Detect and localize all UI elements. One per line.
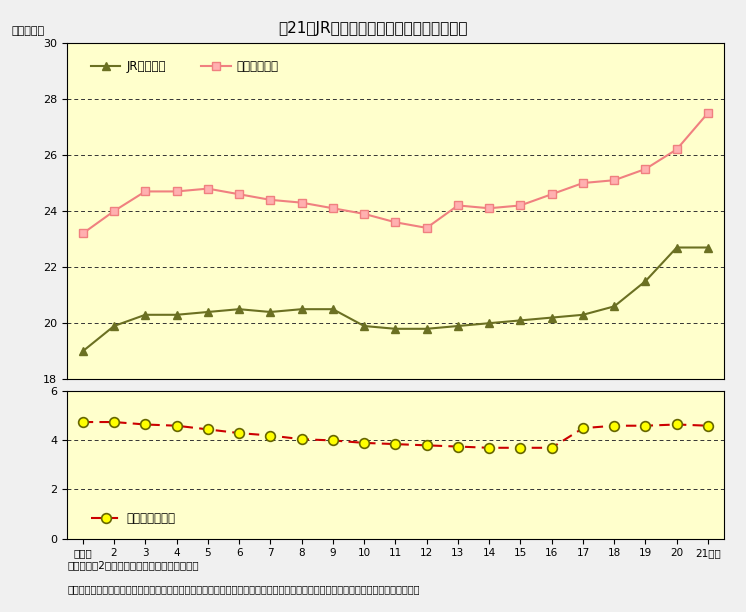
Y-axis label: （千万人）: （千万人）: [11, 26, 44, 36]
市バス乗車人員: [703, 422, 712, 430]
市バス乗車人員: [172, 422, 181, 430]
市バス乗車人員: [609, 422, 618, 430]
JR乗車人員: [548, 314, 557, 321]
私鉄乗車人員: [609, 176, 618, 184]
市バス乗車人員: [204, 426, 213, 433]
市バス乗車人員: [672, 421, 681, 428]
市バス乗車人員: [360, 439, 369, 447]
市バス乗車人員: [578, 425, 587, 432]
私鉄乗車人員: [328, 204, 337, 212]
私鉄乗車人員: [578, 179, 587, 187]
Line: JR乗車人員: JR乗車人員: [78, 244, 712, 356]
市バス乗車人員: [328, 437, 337, 444]
JR乗車人員: [578, 311, 587, 318]
私鉄乗車人員: [422, 224, 431, 231]
私鉄乗車人員: [266, 196, 275, 204]
私鉄乗車人員: [110, 207, 119, 215]
私鉄乗車人員: [78, 230, 87, 237]
市バス乗車人員: [454, 443, 463, 450]
JR乗車人員: [266, 308, 275, 316]
市バス乗車人員: [391, 441, 400, 448]
JR乗車人員: [172, 311, 181, 318]
Text: 図21　JR・私鉄・市バスの乗車人員の推移: 図21 JR・私鉄・市バスの乗車人員の推移: [278, 21, 468, 37]
市バス乗車人員: [485, 444, 494, 452]
JR乗車人員: [422, 325, 431, 332]
市バス乗車人員: [234, 430, 243, 437]
JR乗車人員: [234, 305, 243, 313]
私鉄乗車人員: [485, 204, 494, 212]
JR乗車人員: [328, 305, 337, 313]
JR乗車人員: [609, 303, 618, 310]
市バス乗車人員: [78, 419, 87, 426]
私鉄乗車人員: [516, 202, 525, 209]
JR乗車人員: [141, 311, 150, 318]
JR乗車人員: [485, 319, 494, 327]
JR乗車人員: [703, 244, 712, 251]
Line: 市バス乗車人員: 市バス乗車人員: [78, 417, 713, 453]
市バス乗車人員: [422, 442, 431, 449]
JR乗車人員: [360, 323, 369, 330]
私鉄乗車人員: [141, 188, 150, 195]
私鉄乗車人員: [234, 190, 243, 198]
JR乗車人員: [454, 323, 463, 330]
私鉄乗車人員: [297, 199, 306, 206]
私鉄乗車人員: [672, 146, 681, 153]
JR乗車人員: [297, 305, 306, 313]
市バス乗車人員: [548, 444, 557, 452]
私鉄乗車人員: [641, 165, 650, 173]
市バス乗車人員: [266, 432, 275, 439]
Text: 資料：東日本旅客鉄道株式会社、京浜急行電鉄株式会社、小田急電鉄株式会社、京王電鉄株式会社、東京急行電鉄株式会社、市交通局: 資料：東日本旅客鉄道株式会社、京浜急行電鉄株式会社、小田急電鉄株式会社、京王電鉄…: [67, 584, 420, 594]
JR乗車人員: [78, 348, 87, 355]
JR乗車人員: [391, 325, 400, 332]
JR乗車人員: [641, 277, 650, 285]
市バス乗車人員: [297, 436, 306, 443]
私鉄乗車人員: [360, 210, 369, 217]
市バス乗車人員: [516, 444, 525, 452]
私鉄乗車人員: [391, 218, 400, 226]
市バス乗車人員: [641, 422, 650, 430]
Text: （注）平成2年以前は年間の乗車人員である。: （注）平成2年以前は年間の乗車人員である。: [67, 560, 198, 570]
私鉄乗車人員: [454, 202, 463, 209]
私鉄乗車人員: [204, 185, 213, 192]
私鉄乗車人員: [703, 110, 712, 117]
私鉄乗車人員: [172, 188, 181, 195]
Line: 私鉄乗車人員: 私鉄乗車人員: [78, 109, 712, 237]
JR乗車人員: [516, 317, 525, 324]
JR乗車人員: [204, 308, 213, 316]
市バス乗車人員: [141, 421, 150, 428]
Legend: JR乗車人員, 私鉄乗車人員: JR乗車人員, 私鉄乗車人員: [87, 56, 283, 78]
JR乗車人員: [672, 244, 681, 251]
JR乗車人員: [110, 323, 119, 330]
市バス乗車人員: [110, 419, 119, 426]
私鉄乗車人員: [548, 190, 557, 198]
Legend: 市バス乗車人員: 市バス乗車人員: [87, 507, 180, 530]
